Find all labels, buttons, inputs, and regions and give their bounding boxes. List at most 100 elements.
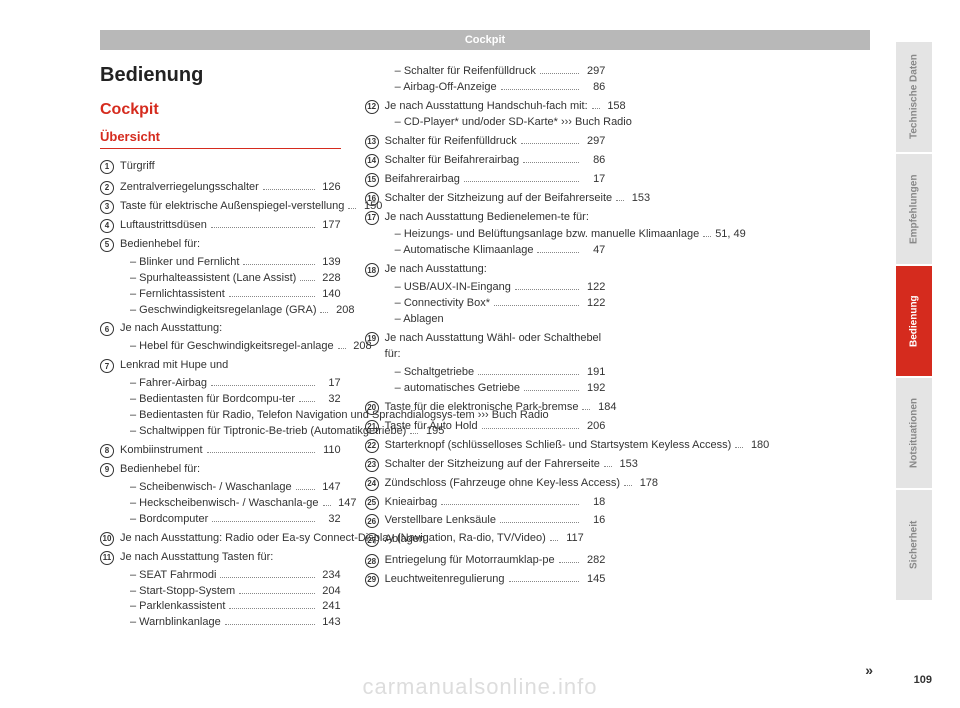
entry-label: Leuchtweitenregulierung [385,572,505,588]
page-ref: 16 [583,513,605,529]
entry-line: Zentralverriegelungsschalter126 [120,180,341,196]
entry-number: 29 [365,573,379,587]
entry-intro: Je nach Ausstattung: [385,262,606,278]
page-ref: 177 [319,218,341,234]
side-tab[interactable]: Notsituationen [896,378,932,488]
entry-line: Entriegelung für Motorraumklap-pe282 [385,553,606,569]
dot-leader [515,289,579,290]
entry-label: Verstellbare Lenksäule [385,513,496,529]
entry-text: Je nach Ausstattung: Radio oder Ea-sy Co… [120,531,341,547]
dot-leader [703,236,711,237]
side-tab[interactable]: Sicherheit [896,490,932,600]
entry-line: Schalter der Sitzheizung auf der Fahrers… [385,457,606,473]
entry-number: 20 [365,401,379,415]
entry-text: Kombiinstrument110 [120,443,341,459]
entry-text: Leuchtweitenregulierung145 [385,572,606,588]
entry-text: Knieairbag18 [385,495,606,511]
entry-number: 17 [365,211,379,225]
entry: 9Bedienhebel für:– Scheibenwisch- / Wasc… [100,462,341,528]
entry-line: – CD-Player* und/oder SD-Karte* ››› Buch… [385,115,606,131]
entry-label: Je nach Ausstattung Handschuh-fach mit: [385,99,588,115]
dot-leader [624,485,632,486]
entry-number: 11 [100,551,114,565]
entry-line: Verstellbare Lenksäule 16 [385,513,606,529]
entry-text: Entriegelung für Motorraumklap-pe282 [385,553,606,569]
side-tab[interactable]: Technische Daten [896,42,932,152]
page-ref: 143 [319,615,341,631]
entry-line: – Fahrer-Airbag17 [120,376,341,392]
dot-leader [524,390,579,391]
entry-number: 13 [365,135,379,149]
entry-label: Taste für Auto Hold [385,419,478,435]
entry-number: 14 [365,154,379,168]
dot-leader [464,181,579,182]
entry-number: 28 [365,554,379,568]
entry-line: Luftaustrittsdüsen177 [120,218,341,234]
entry-text: Je nach Ausstattung Bedienelemen-te für:… [385,210,606,260]
dot-leader [263,189,315,190]
entry-intro: Je nach Ausstattung Bedienelemen-te für: [385,210,606,226]
entry-label: Knieairbag [385,495,438,511]
entry-line: – Start-Stopp-System204 [120,584,341,600]
entry-label: Zündschloss (Fahrzeuge ohne Key-less Acc… [385,476,620,492]
dot-leader [296,489,315,490]
dot-leader [478,374,579,375]
entry-label: – Warnblinkanlage [130,615,221,631]
entry-label: – Schaltgetriebe [395,365,475,381]
entry: 7Lenkrad mit Hupe und– Fahrer-Airbag17– … [100,358,341,440]
entry-number: 26 [365,514,379,528]
entry-line: – Fernlichtassistent140 [120,287,341,303]
sub-title: Übersicht [100,129,341,149]
side-tabs: Technische DatenEmpfehlungenBedienungNot… [896,42,932,602]
entry: 24Zündschloss (Fahrzeuge ohne Key-less A… [365,476,606,492]
entry-line: Knieairbag18 [385,495,606,511]
entry-label: Zentralverriegelungsschalter [120,180,259,196]
entry-line: Leuchtweitenregulierung145 [385,572,606,588]
page-ref: 241 [319,599,341,615]
entry-text: Je nach Ausstattung Handschuh-fach mit:1… [385,99,606,131]
dot-leader [509,581,580,582]
entry: 3Taste für elektrische Außenspiegel-vers… [100,199,341,215]
page-ref: 282 [583,553,605,569]
dot-leader [616,200,624,201]
page-ref: 228 [319,271,341,287]
entry: 1Türgriff [100,159,341,177]
watermark: carmanualsonline.info [362,674,597,700]
dot-leader [540,73,579,74]
dot-leader [604,466,612,467]
dot-leader [211,385,315,386]
entry: 13Schalter für Reifenfülldruck297 [365,134,606,150]
page-ref: 140 [319,287,341,303]
entry-text: Zündschloss (Fahrzeuge ohne Key-less Acc… [385,476,606,492]
entry-text: Luftaustrittsdüsen177 [120,218,341,234]
entry: 25Knieairbag18 [365,495,606,511]
entry-line: Schalter für Beifahrerairbag86 [385,153,606,169]
entry-number: 10 [100,532,114,546]
entry-label: – CD-Player* und/oder SD-Karte* ››› Buch… [395,115,632,131]
entry-text: Bedienhebel für:– Scheibenwisch- / Wasch… [120,462,341,528]
entry: 2Zentralverriegelungsschalter126 [100,180,341,196]
entry-label: – Blinker und Fernlicht [130,255,239,271]
entry-label: – Heizungs- und Belüftungsanlage bzw. ma… [395,227,700,243]
entry-number: 7 [100,359,114,373]
entry-list: 1Türgriff 2Zentralverriegelungsschalter12… [100,64,605,634]
entry: 6Je nach Ausstattung:– Hebel für Geschwi… [100,321,341,355]
entry: 12Je nach Ausstattung Handschuh-fach mit… [365,99,606,131]
dot-leader [559,562,580,563]
dot-leader [212,521,314,522]
entry-text: Je nach Ausstattung:– Hebel für Geschwin… [120,321,341,355]
entry-line: – Bedientasten für Bordcompu-ter32 [120,392,341,408]
side-tab[interactable]: Empfehlungen [896,154,932,264]
entry-label: – Schalter für Reifenfülldruck [395,64,536,80]
entry-label: – USB/AUX-IN-Eingang [395,280,511,296]
page-ref: 153 [628,191,650,207]
dot-leader [225,624,315,625]
dot-leader [338,348,346,349]
entry-line: – Airbag-Off-Anzeige86 [385,80,606,96]
side-tab[interactable]: Bedienung [896,266,932,376]
entry: 23Schalter der Sitzheizung auf der Fahre… [365,457,606,473]
entry-number: 16 [365,192,379,206]
entry-line: – Connectivity Box*122 [385,296,606,312]
entry-line: – automatisches Getriebe192 [385,381,606,397]
entry-intro: Bedienhebel für: [120,237,341,253]
